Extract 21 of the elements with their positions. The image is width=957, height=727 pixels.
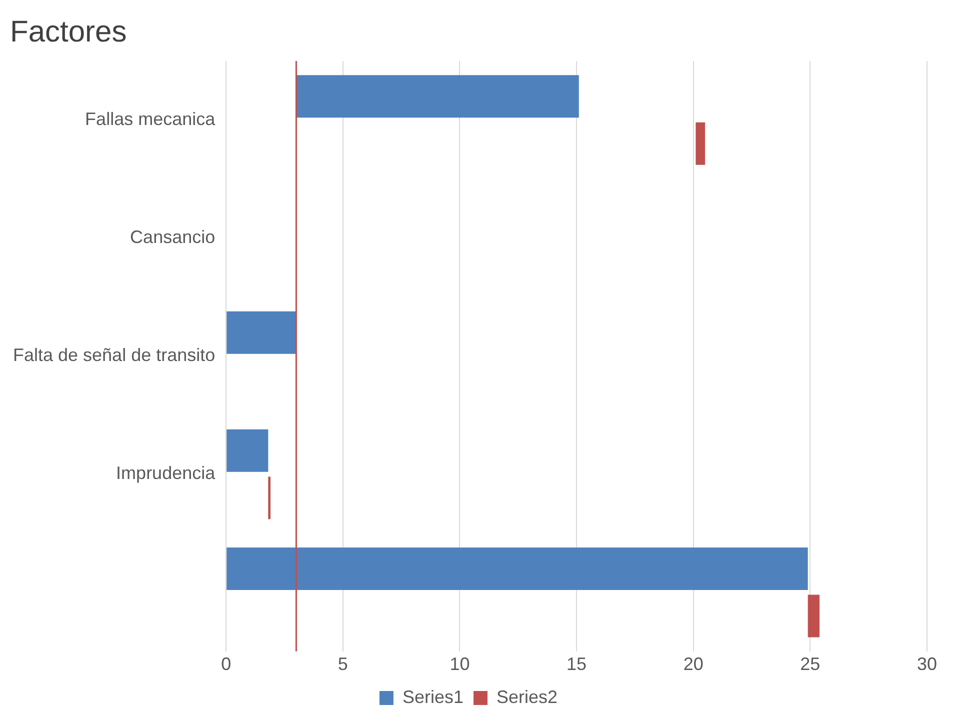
bar (808, 594, 820, 638)
bar (268, 476, 271, 520)
y-tick-label: Falta de señal de transito (12, 345, 216, 366)
legend-label: Series2 (496, 686, 558, 707)
x-tick-label: 0 (221, 654, 232, 674)
x-tick-label: 30 (916, 654, 938, 674)
x-tick-label: 20 (683, 654, 704, 674)
x-tick-label: 25 (800, 654, 820, 674)
bar (226, 547, 808, 590)
y-tick-label: Imprudencia (116, 463, 216, 484)
y-tick-label: Cansancio (130, 227, 216, 248)
bar (226, 311, 296, 354)
y-tick-label: Fallas mecanica (85, 109, 216, 130)
bar (696, 122, 706, 165)
bar (296, 75, 579, 118)
x-tick-label: 5 (338, 654, 348, 674)
x-tick-label: 10 (450, 654, 470, 674)
bar (226, 429, 268, 472)
chart-title: Factores (10, 15, 127, 48)
x-tick-label: 15 (566, 654, 587, 674)
legend-label: Series1 (402, 686, 464, 707)
